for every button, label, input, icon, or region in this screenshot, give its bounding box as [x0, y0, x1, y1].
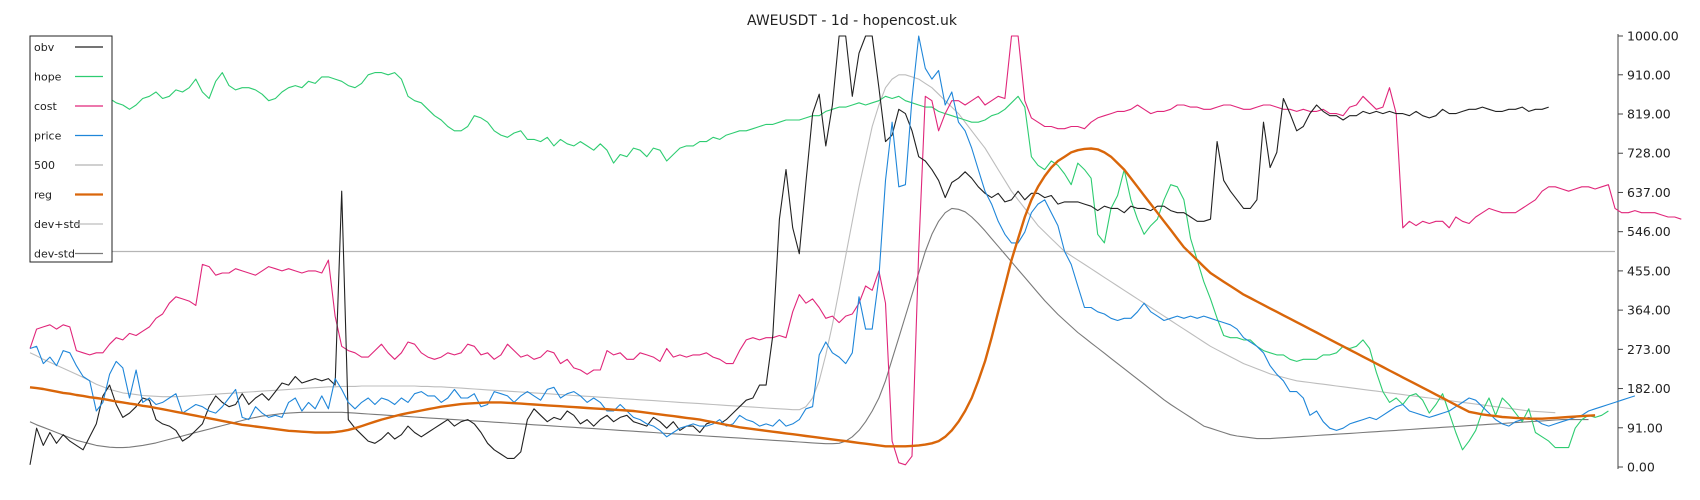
series-line-cost	[29, 35, 1682, 466]
legend-label: reg	[34, 189, 52, 202]
legend-label: 500	[34, 159, 55, 172]
legend-label: dev+std	[34, 218, 81, 231]
y-tick-label: 546.00	[1627, 224, 1671, 239]
y-tick-label: 0.00	[1627, 460, 1655, 475]
series-line-price	[29, 35, 1636, 438]
series-line-hope	[29, 63, 1609, 451]
y-tick-label: 364.00	[1627, 303, 1671, 318]
y-tick-label: 273.00	[1627, 342, 1671, 357]
y-tick-label: 91.00	[1627, 420, 1663, 435]
series-line-reg	[29, 147, 1596, 448]
y-tick-label: 455.00	[1627, 263, 1671, 278]
chart-title: AWEUSDT - 1d - hopencost.uk	[747, 13, 958, 29]
legend-label: hope	[34, 71, 62, 84]
legend: obv hope cost price 500 reg dev+std dev-std	[29, 35, 113, 263]
y-tick-label: 637.00	[1627, 185, 1671, 200]
y-tick-label: 910.00	[1627, 67, 1671, 82]
y-tick-label: 728.00	[1627, 146, 1671, 161]
series-line-dev-std	[29, 74, 1556, 414]
legend-label: obv	[34, 41, 55, 54]
y-axis: 0.00 91.00 182.00 273.00 364.00 455.00 546.00 6…	[1617, 29, 1679, 475]
series-line-dev-std	[29, 207, 1589, 449]
legend-label: cost	[34, 100, 58, 113]
y-tick-label: 819.00	[1627, 107, 1671, 122]
legend-label: price	[34, 130, 62, 143]
series-group	[29, 35, 1682, 466]
legend-label: dev-std	[34, 248, 75, 261]
series-line-obv	[29, 35, 1549, 465]
y-tick-label: 1000.00	[1627, 29, 1679, 44]
y-tick-label: 182.00	[1627, 381, 1671, 396]
